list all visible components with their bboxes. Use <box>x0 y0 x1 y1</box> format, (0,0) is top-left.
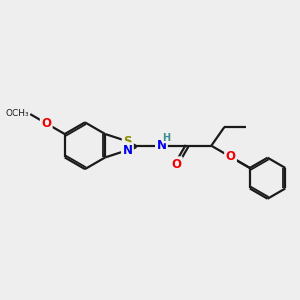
Text: N: N <box>122 144 132 157</box>
Text: O: O <box>226 150 236 163</box>
Text: N: N <box>156 139 167 152</box>
Text: S: S <box>123 135 132 148</box>
Text: O: O <box>41 117 51 130</box>
Text: H: H <box>163 133 171 143</box>
Text: OCH₃: OCH₃ <box>5 109 29 118</box>
Text: O: O <box>171 158 182 171</box>
